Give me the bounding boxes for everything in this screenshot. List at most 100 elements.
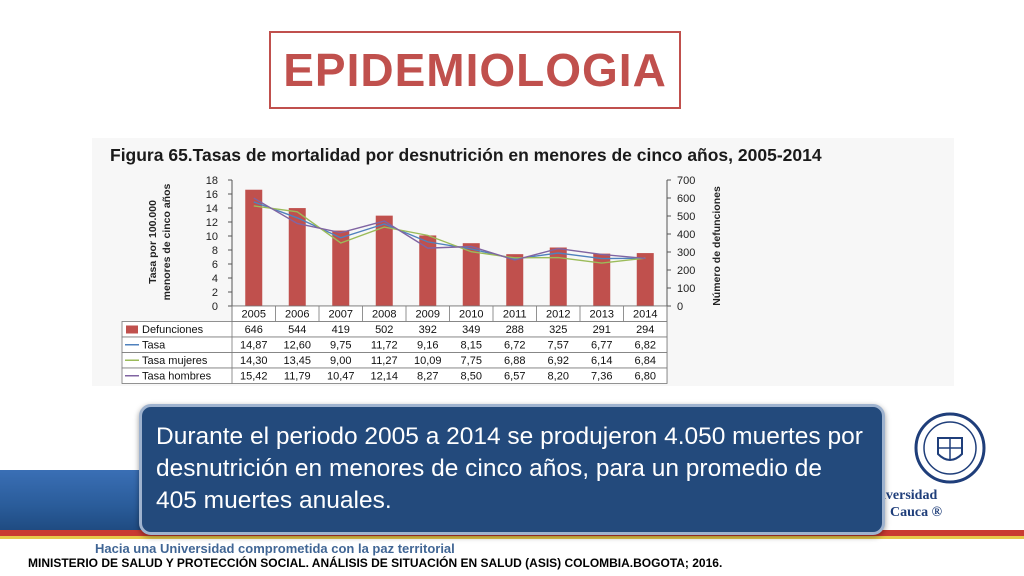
table-cell-value: 10,09: [414, 355, 442, 367]
left-tick-label: 14: [206, 203, 218, 215]
table-cell-value: 11,79: [284, 371, 311, 383]
bar-defunciones: [288, 208, 306, 306]
table-cell-value: 325: [549, 324, 567, 336]
slogan: Hacia una Universidad comprometida con l…: [95, 541, 455, 556]
right-tick-label: 700: [677, 175, 695, 187]
table-cell-value: 10,47: [327, 371, 355, 383]
table-cell-value: 502: [375, 324, 393, 336]
left-axis-label-line1: Tasa por 100.000: [147, 200, 159, 284]
bar-defunciones: [636, 253, 654, 306]
table-cell-value: 14,87: [240, 340, 268, 352]
table-cell-value: 8,50: [461, 371, 482, 383]
slide-title: EPIDEMIOLOGIA: [283, 44, 667, 96]
university-seal-icon: [914, 412, 986, 484]
x-tick-label: 2008: [372, 309, 396, 321]
bar-defunciones: [375, 215, 393, 306]
table-cell-value: 6,84: [635, 355, 656, 367]
x-tick-label: 2012: [546, 309, 570, 321]
table-cell-value: 646: [245, 324, 263, 336]
table-cell-value: 9,00: [330, 355, 351, 367]
table-cell-value: 7,57: [548, 340, 569, 352]
table-cell-value: 349: [462, 324, 480, 336]
title-box: EPIDEMIOLOGIA: [269, 31, 681, 109]
table-cell-value: 8,27: [417, 371, 438, 383]
bar-defunciones: [462, 243, 480, 306]
left-tick-label: 2: [212, 287, 218, 299]
left-tick-label: 8: [212, 245, 218, 257]
table-cell-value: 291: [593, 324, 611, 336]
x-tick-label: 2006: [285, 309, 309, 321]
table-cell-value: 8,15: [461, 340, 482, 352]
legend-entry: Defunciones: [142, 324, 204, 336]
left-tick-label: 0: [212, 301, 218, 313]
logo-text-line2: Cauca ®: [890, 505, 943, 520]
mortality-chart: 0 2 4 6 8 10 12 14 16 18 0 100 200 300 400 500 600 700 Tas…: [121, 175, 723, 384]
bar-defunciones: [549, 247, 567, 306]
table-cell-value: 7,36: [591, 371, 612, 383]
table-cell-value: 15,42: [240, 371, 268, 383]
table-cell-value: 11,72: [371, 340, 398, 352]
table-cell-value: 6,72: [504, 340, 525, 352]
bar-defunciones: [593, 253, 611, 306]
right-axis-label: Número de defunciones: [711, 186, 723, 306]
logo-text-line1: iversidad: [882, 488, 938, 503]
table-cell-value: 419: [332, 324, 350, 336]
table-cell-value: 12,60: [283, 340, 311, 352]
right-tick-label: 500: [677, 211, 695, 223]
left-tick-label: 4: [212, 273, 218, 285]
left-tick-label: 12: [206, 217, 218, 229]
legend-entry: Tasa: [142, 340, 166, 352]
left-tick-label: 6: [212, 259, 218, 271]
callout-text: Durante el periodo 2005 a 2014 se produj…: [156, 423, 863, 514]
right-tick-label: 200: [677, 265, 695, 277]
table-cell-value: 6,14: [591, 355, 612, 367]
table-cell-value: 392: [419, 324, 437, 336]
table-cell-value: 288: [506, 324, 524, 336]
x-tick-label: 2007: [329, 309, 353, 321]
table-cell-value: 6,57: [504, 371, 525, 383]
table-row: [121, 367, 668, 384]
x-tick-label: 2005: [242, 309, 266, 321]
university-logo: iversidad Cauca ®: [882, 402, 1024, 530]
callout-box: Durante el periodo 2005 a 2014 se produj…: [139, 404, 885, 535]
table-cell-value: 6,92: [548, 355, 569, 367]
table-cell-value: 7,75: [461, 355, 482, 367]
line-tasa-mujeres: [253, 205, 646, 264]
table-cell-value: 11,27: [371, 355, 398, 367]
line-tasa: [253, 201, 646, 260]
left-tick-label: 18: [206, 175, 218, 187]
left-axis-label-line2: menores de cinco años: [161, 183, 173, 300]
bar-defunciones: [245, 189, 263, 306]
legend-swatch-bar: [126, 325, 138, 334]
figure-title: Figura 65.Tasas de mortalidad por desnut…: [110, 145, 822, 165]
line-tasa-hombres: [253, 197, 646, 261]
table-cell-value: 14,30: [240, 355, 268, 367]
footer-yellow-stripe: [0, 536, 1024, 539]
x-tick-label: 2010: [459, 309, 483, 321]
table-cell-value: 6,77: [591, 340, 612, 352]
x-tick-label: 2014: [633, 309, 657, 321]
right-tick-label: 0: [677, 301, 683, 313]
legend-entry: Tasa mujeres: [142, 355, 208, 367]
right-tick-label: 400: [677, 229, 695, 241]
x-tick-label: 2013: [590, 309, 614, 321]
x-tick-label: 2011: [503, 309, 527, 321]
table-cell-value: 6,88: [504, 355, 525, 367]
bar-defunciones: [419, 235, 437, 306]
left-tick-label: 10: [206, 231, 218, 243]
table-cell-value: 8,20: [548, 371, 569, 383]
source-citation: MINISTERIO DE SALUD Y PROTECCIÓN SOCIAL.…: [28, 556, 723, 570]
table-cell-value: 294: [636, 324, 654, 336]
table-cell-value: 12,14: [370, 371, 398, 383]
table-cell-value: 544: [288, 324, 306, 336]
table-row: [121, 321, 668, 338]
table-cell-value: 9,16: [417, 340, 438, 352]
table-cell-value: 6,82: [635, 340, 656, 352]
right-tick-label: 300: [677, 247, 695, 259]
table-cell-value: 13,45: [283, 355, 311, 367]
left-tick-label: 16: [206, 189, 218, 201]
right-tick-label: 600: [677, 193, 695, 205]
table-cell-value: 6,80: [635, 371, 656, 383]
bar-defunciones: [506, 254, 524, 306]
bar-defunciones: [332, 230, 350, 306]
